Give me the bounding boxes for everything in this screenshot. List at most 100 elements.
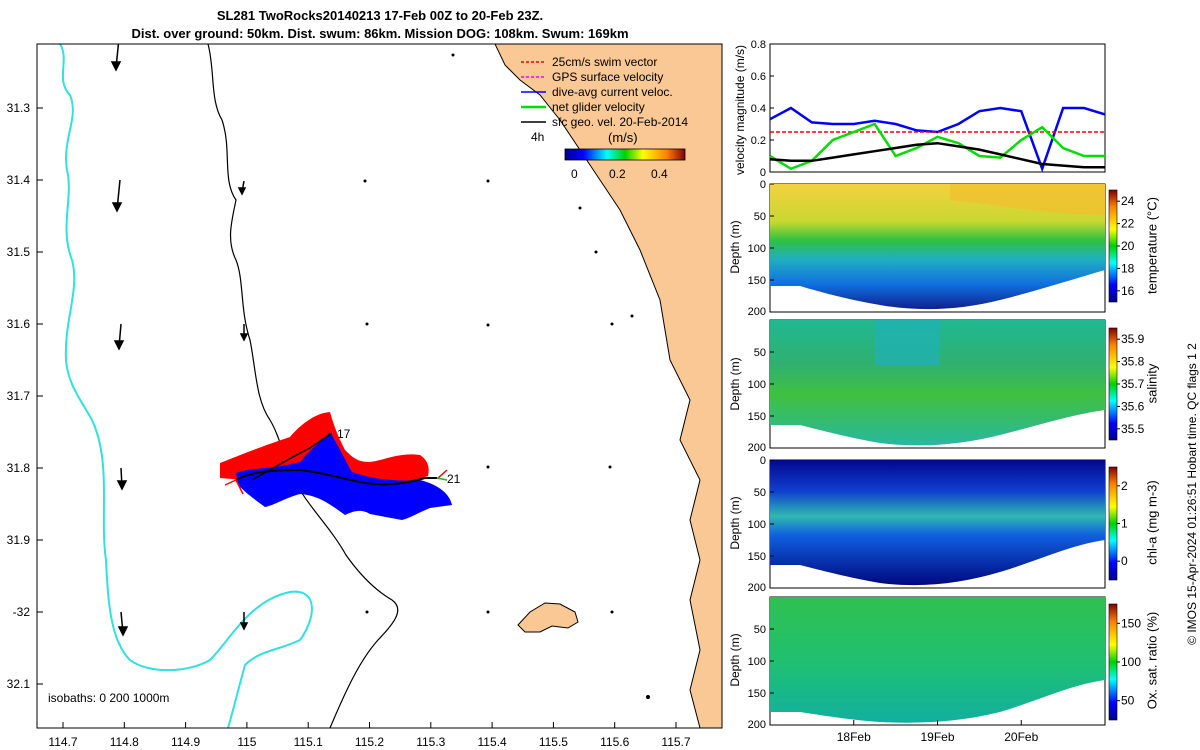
label-4h: 4h [531,130,544,144]
velocity-ytick-label: 0 [760,167,766,179]
section-chla [769,459,1106,589]
cbar-tick-label: 35.6 [1121,399,1145,413]
cbar-chla [1108,466,1118,581]
depth-tick-label: 50 [754,211,766,223]
lon-tick-label: 114.8 [110,735,139,749]
lat-tick-label: 32.1 [7,677,31,691]
oxygen-cbar-label: Ox. sat. ratio (%) [1144,611,1160,710]
lon-tick-label: 114.7 [48,735,77,749]
chla-cbar-label: chl-a (mg m-3) [1144,480,1160,565]
velocity-ytick-label: 0.2 [751,135,766,147]
velocity-series-line [769,106,1106,173]
velocity-yticks: 0 0.2 0.4 0.6 0.8 [751,39,774,179]
time-tick-label: 18Feb [837,730,871,744]
land-island [517,602,579,633]
section-ticks: 05010015020016182022245010015020035.535.… [748,179,1145,731]
cbar-temperature [1108,189,1118,303]
map-legend: 25cm/s swim vector GPS surface velocity … [521,55,688,181]
lat-tick-label: 31.7 [7,389,31,403]
velocity-series-line [769,122,1105,171]
cbar-tick-label: 50 [1121,694,1135,708]
current-arrows [110,44,249,637]
depth-tick-label: 150 [748,411,766,423]
velocity-ytick-label: 0.4 [751,103,766,115]
oxygen-depth-label: Depth (m) [728,633,742,687]
velocity-ylabel: velocity magnitude (m/s) [733,44,747,175]
salinity-depth-label: Depth (m) [728,357,742,411]
lon-tick-label: 115 [237,735,256,749]
cbar-tick-label: 16 [1121,284,1135,298]
depth-tick-label: 200 [748,582,766,594]
time-tick-label: 20Feb [1004,730,1038,744]
lon-tick-label: 115.5 [539,735,568,749]
lat-tick-label: 31.5 [7,245,31,259]
lat-tick-label: 31.3 [7,101,31,115]
cbar-tick-label: 35.9 [1121,332,1145,346]
velocity-lines [769,106,1106,173]
cbar-tick-label: 0 [1121,554,1128,568]
isobath-1000m [59,44,313,728]
land-mainland [494,44,722,728]
lat-tick-label: 31.8 [7,461,31,475]
section-temperature [769,183,1106,313]
map-lat-ticks: 31.3 31.4 31.5 31.6 31.7 31.8 31.9 -32 32.1 [7,101,43,691]
cbar-salinity [1108,327,1118,441]
depth-tick-label: 100 [748,519,766,531]
depth-tick-label: 200 [748,719,766,731]
legend-net-glider: net glider velocity [552,100,645,114]
map-lon-ticks: 114.7 114.8 114.9 115 115.1 115.2 115.3 115.4 11… [48,722,691,749]
lat-tick-label: 31.9 [7,533,31,547]
chart-title-line1: SL281 TwoRocks20140213 17-Feb 00Z to 20-… [216,8,544,23]
cbar-tick-label: 100 [1121,655,1141,669]
salinity-cbar-label: salinity [1144,363,1160,404]
lon-tick-label: 115.4 [478,735,507,749]
lon-tick-label: 115.7 [661,735,690,749]
legend-gps-velocity: GPS surface velocity [552,70,663,84]
depth-tick-label: 50 [754,487,766,499]
cbar-tick-label: 24 [1121,194,1135,208]
isobath-200m [207,44,399,728]
depth-tick-label: 100 [748,243,766,255]
label-track-end: 21 [447,472,461,486]
lon-tick-label: 114.9 [171,735,200,749]
lat-tick-label: 31.6 [7,317,31,331]
colorbar-title: (m/s) [608,130,638,145]
cbar-tick-label: 35.8 [1121,355,1145,369]
glider-track [235,468,437,486]
glider-track-diag [251,432,333,481]
legend-swim-vector: 25cm/s swim vector [552,55,657,69]
colorbar-tick-1: 0.2 [609,167,626,181]
cbar-tick-label: 150 [1121,616,1141,630]
current-swath [236,432,452,520]
depth-tick-label: 0 [760,455,766,467]
velocity-series-line [769,141,1105,169]
lon-tick-label: 115.6 [600,735,629,749]
time-tick-label: 19Feb [920,730,954,744]
depth-tick-label: 150 [748,551,766,563]
cbar-tick-label: 22 [1121,217,1135,231]
lat-tick-label: 31.4 [7,173,31,187]
chla-depth-label: Depth (m) [728,496,742,550]
depth-tick-label: 50 [754,624,766,636]
map-dots [363,53,650,699]
velocity-ytick-label: 0.8 [751,39,766,51]
depth-tick-label: 200 [748,306,766,318]
cbar-tick-label: 2 [1121,479,1128,493]
imos-footnote: © IMOS 15-Apr-2024 01:26:51 Hobart time.… [1185,343,1199,645]
chart-title-line2: Dist. over ground: 50km. Dist. swum: 86k… [131,26,629,41]
cbar-tick-label: 20 [1121,239,1135,253]
legend-dive-avg: dive-avg current veloc. [552,85,673,99]
cbar-tick-label: 35.5 [1121,422,1145,436]
section-oxygen [769,596,1106,726]
temperature-depth-label: Depth (m) [728,220,742,274]
cbar-tick-label: 1 [1121,517,1128,531]
lon-tick-label: 115.3 [416,735,445,749]
lat-tick-label: -32 [13,605,31,619]
velocity-ytick-label: 0.6 [751,71,766,83]
depth-tick-label: 100 [748,656,766,668]
track-end-arrows [224,469,448,495]
cbar-tick-label: 18 [1121,261,1135,275]
depth-tick-label: 0 [760,179,766,191]
section-salinity [769,319,1106,449]
